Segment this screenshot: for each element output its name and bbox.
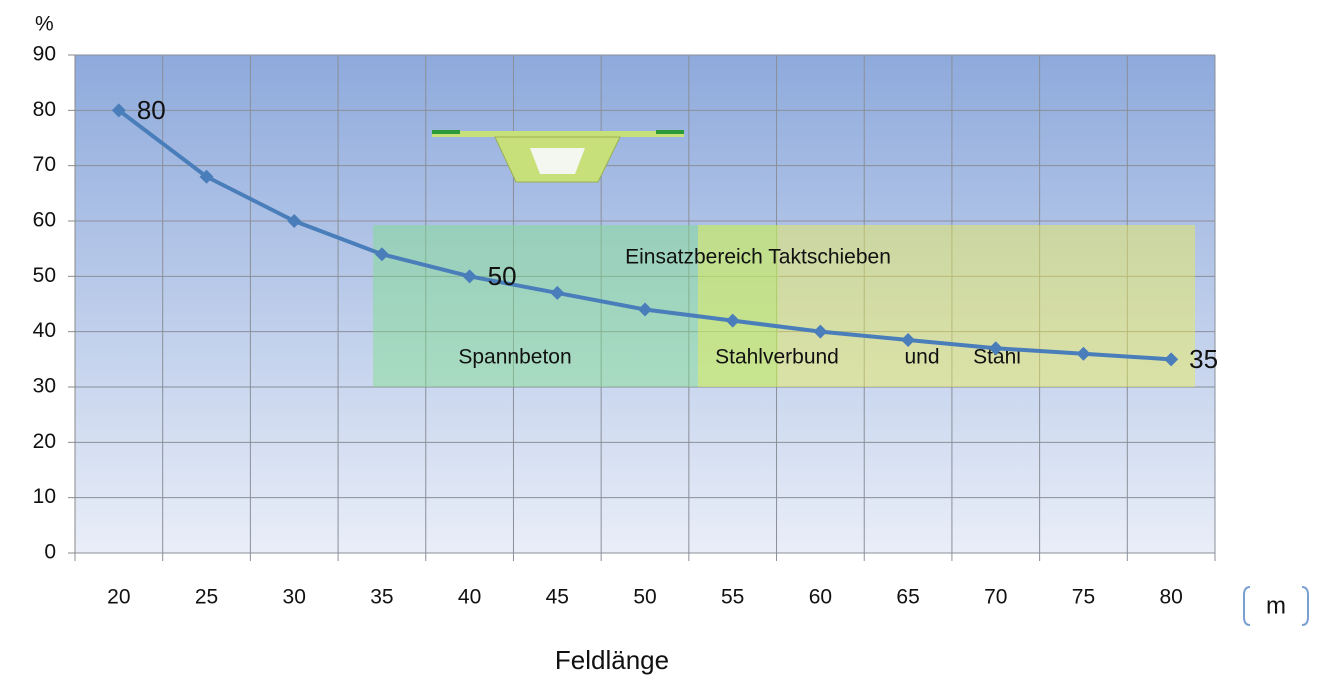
y-tick-label: 0 bbox=[44, 541, 56, 564]
x-tick-label: 30 bbox=[283, 586, 306, 609]
data-label: 50 bbox=[488, 261, 517, 291]
y-tick-label: 20 bbox=[33, 430, 56, 453]
x-tick-label: 65 bbox=[896, 586, 919, 609]
deck bbox=[432, 131, 684, 137]
x-tick-label: 55 bbox=[721, 586, 744, 609]
annotation: Stahlverbund bbox=[715, 346, 839, 369]
y-tick-label: 10 bbox=[33, 485, 56, 508]
y-tick-label: 70 bbox=[33, 153, 56, 176]
y-tick-label: 30 bbox=[33, 375, 56, 398]
data-label: 35 bbox=[1189, 344, 1218, 374]
y-tick-label: 80 bbox=[33, 98, 56, 121]
annotation: und bbox=[904, 346, 939, 369]
y-axis-label: % bbox=[35, 13, 54, 36]
x-unit: m bbox=[1266, 592, 1286, 619]
x-tick-label: 40 bbox=[458, 586, 481, 609]
x-tick-label: 45 bbox=[546, 586, 569, 609]
y-tick-label: 40 bbox=[33, 319, 56, 342]
y-tick-label: 90 bbox=[33, 43, 56, 66]
x-tick-label: 80 bbox=[1159, 586, 1182, 609]
annotation: Spannbeton bbox=[458, 346, 571, 369]
x-tick-label: 70 bbox=[984, 586, 1007, 609]
x-tick-label: 25 bbox=[195, 586, 218, 609]
chart: % Feldlänge m Einsatzbereich Taktschiebe… bbox=[0, 0, 1325, 678]
x-tick-label: 50 bbox=[633, 586, 656, 609]
edge bbox=[656, 130, 684, 134]
x-tick-label: 35 bbox=[370, 586, 393, 609]
edge bbox=[432, 130, 460, 134]
y-tick-label: 60 bbox=[33, 209, 56, 232]
annotation: Einsatzbereich Taktschieben bbox=[625, 246, 891, 269]
x-tick-label: 20 bbox=[107, 586, 130, 609]
y-tick-label: 50 bbox=[33, 264, 56, 287]
x-tick-label: 75 bbox=[1072, 586, 1095, 609]
x-tick-label: 60 bbox=[809, 586, 832, 609]
x-axis-label: Feldlänge bbox=[555, 645, 669, 675]
data-label: 80 bbox=[137, 95, 166, 125]
